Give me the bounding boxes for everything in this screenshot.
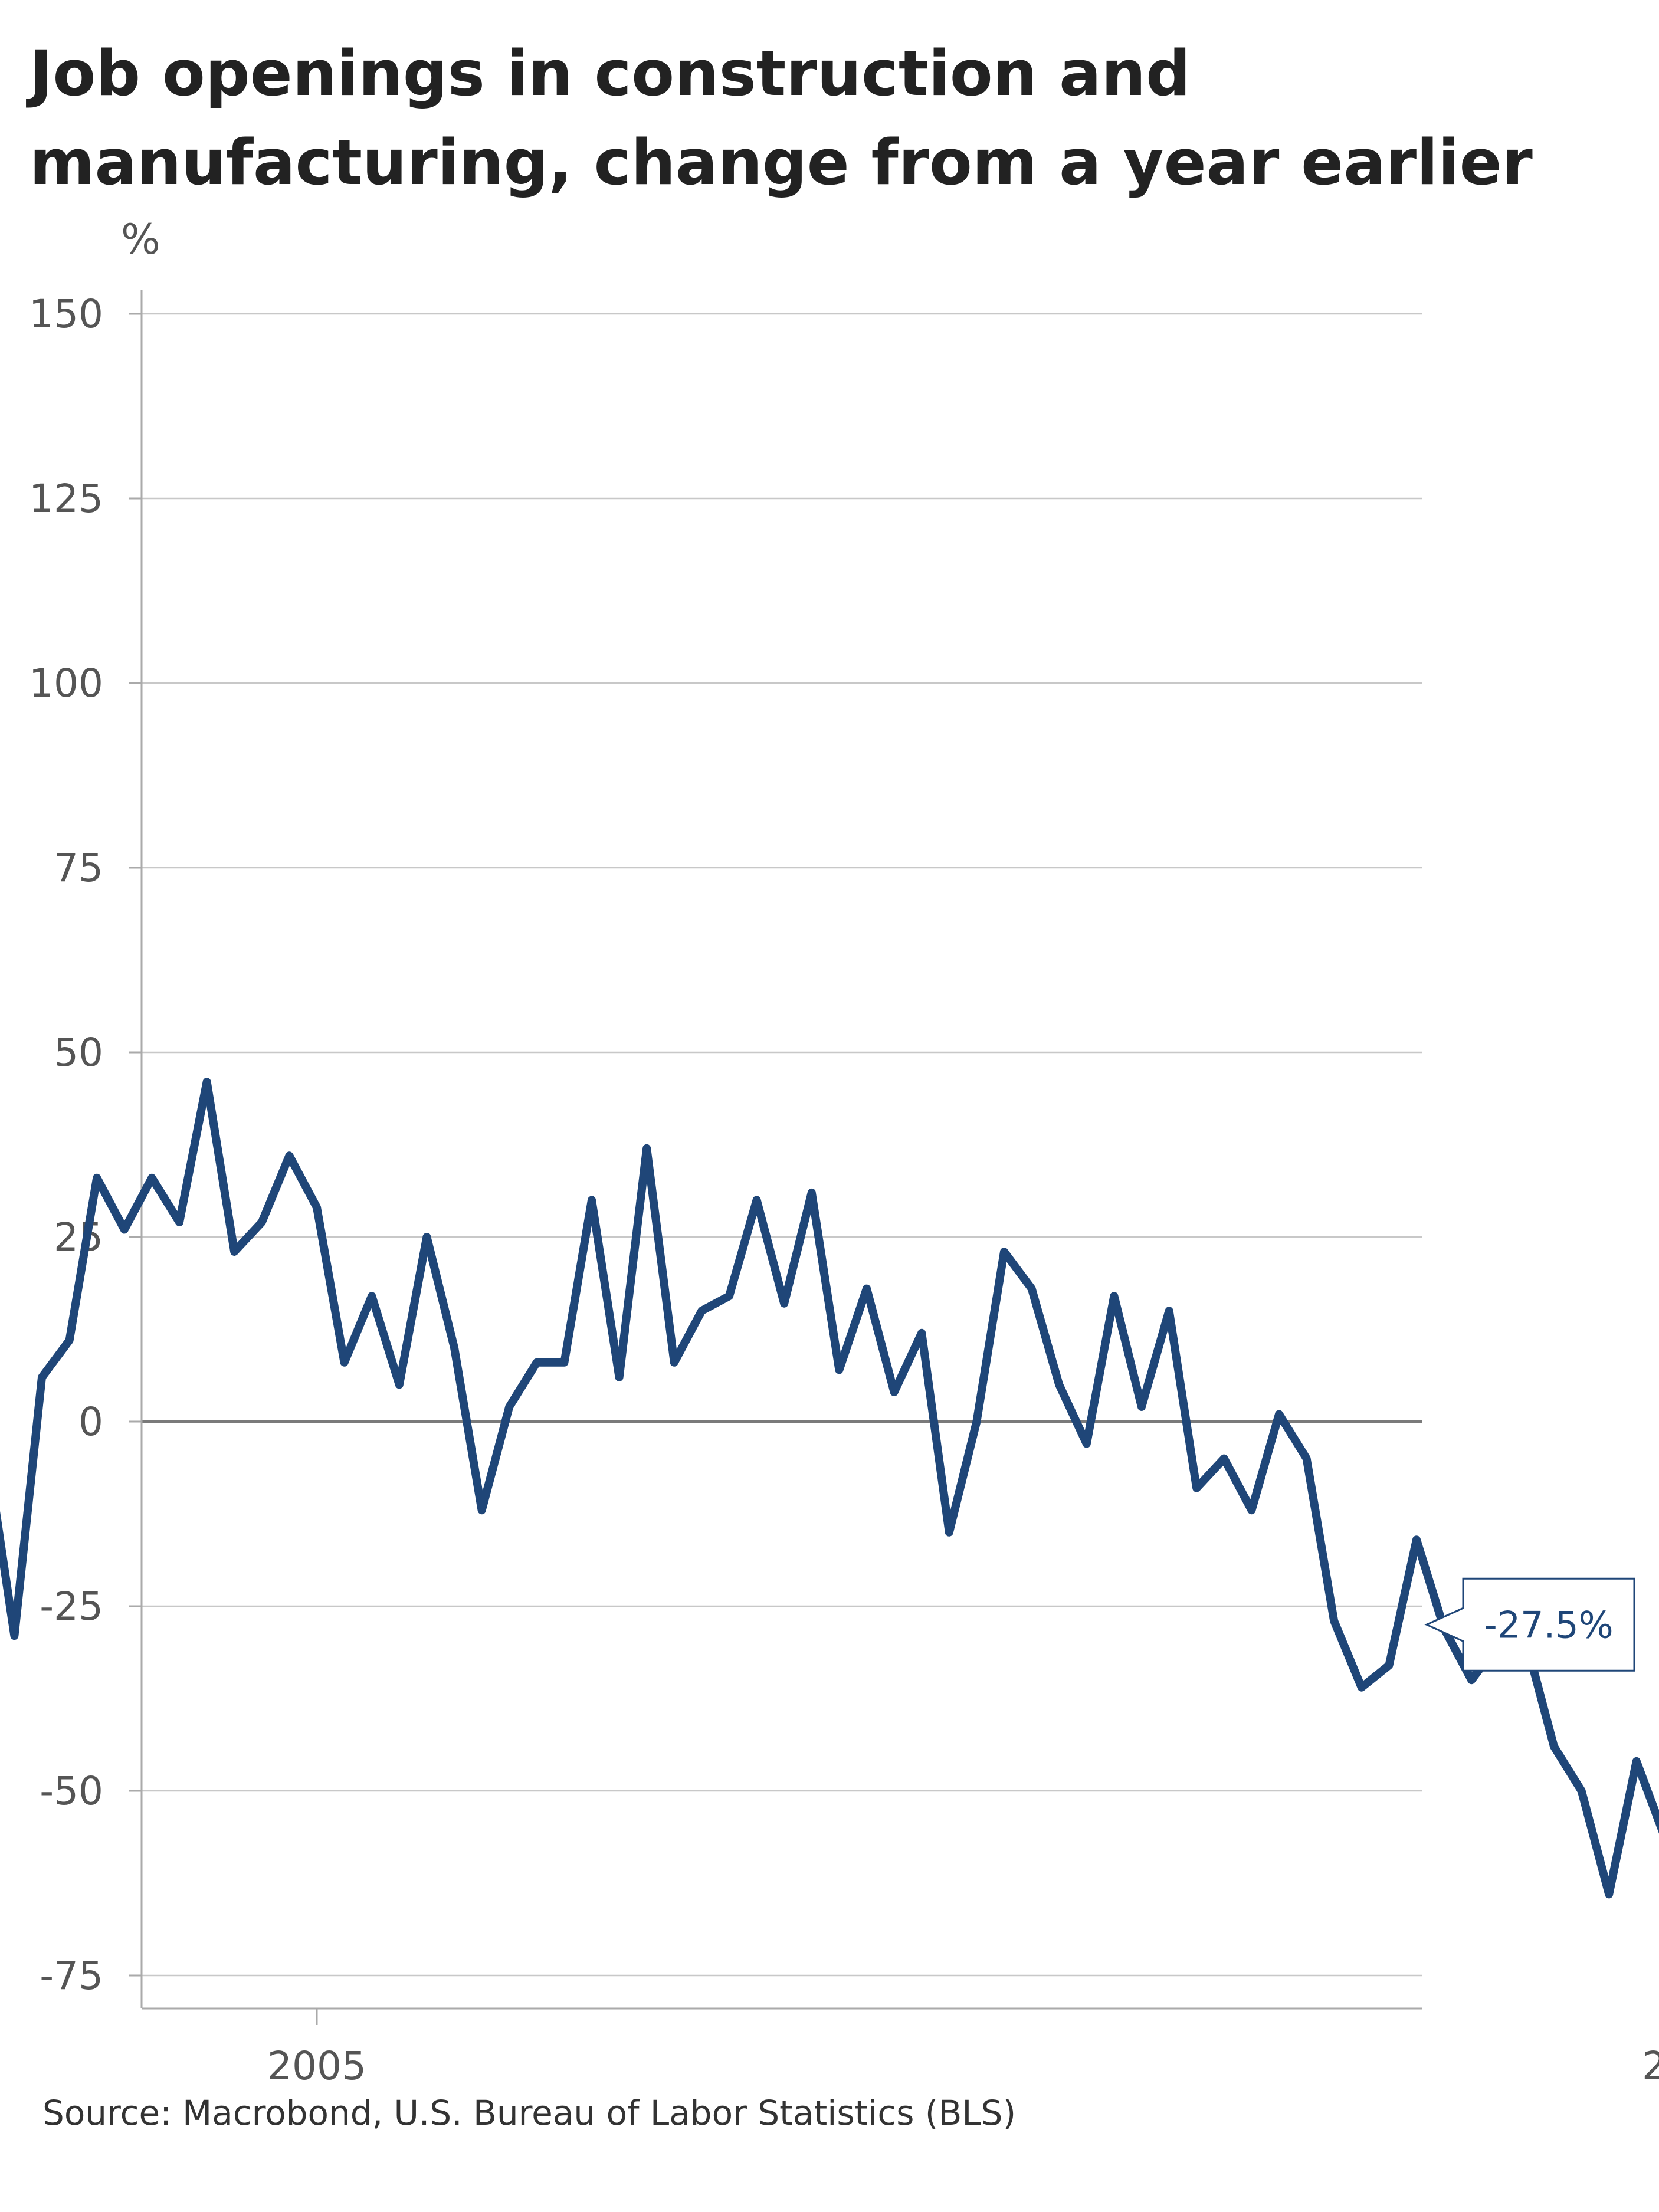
- y-tick-label: 75: [54, 845, 103, 891]
- source-note: Source: Macrobond, U.S. Bureau of Labor …: [42, 2093, 1017, 2133]
- y-tick-label: 50: [54, 1030, 103, 1075]
- last-value-callout: -27.5%: [1424, 1577, 1635, 1672]
- y-tick-label: 100: [29, 661, 103, 706]
- y-tick-label: -50: [40, 1768, 103, 1814]
- gridlines: [142, 313, 1422, 1977]
- y-tick-label: 150: [29, 291, 103, 337]
- x-tick-labels: 20052010201520202025: [267, 2043, 1659, 2089]
- callout-label: -27.5%: [1484, 1603, 1613, 1646]
- y-tick-label: 25: [54, 1215, 103, 1260]
- axes: [129, 290, 1422, 2025]
- series-line: [0, 1078, 1659, 1899]
- y-tick-label: -75: [40, 1953, 103, 1998]
- x-tick-label: 2005: [267, 2043, 366, 2089]
- y-tick-label: 0: [78, 1399, 103, 1445]
- chart-title: Job openings in construction and manufac…: [29, 37, 1533, 199]
- callout-box: [1424, 1577, 1635, 1672]
- y-tick-labels: 150 125 100 75 50 25 0 -25 -50 -75: [29, 291, 103, 1998]
- y-tick-label: -25: [40, 1584, 103, 1629]
- y-unit-label: %: [121, 215, 160, 264]
- x-tick-label: 2010: [1642, 2043, 1659, 2089]
- y-tick-label: 125: [29, 476, 103, 521]
